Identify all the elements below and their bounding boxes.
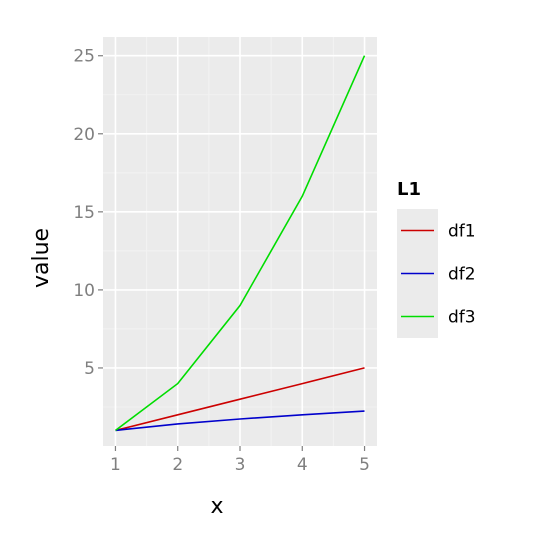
legend-title: L1 — [397, 179, 421, 200]
legend-label-df3: df3 — [448, 308, 476, 328]
y-axis-title: value — [29, 228, 54, 288]
series-line-df1 — [115, 367, 365, 432]
series-line-df2 — [115, 410, 365, 432]
y-tick-label: 5 — [84, 359, 95, 379]
y-tick-label: 15 — [73, 203, 95, 223]
y-tick-label: 25 — [73, 47, 95, 67]
legend: L1 df1 df2 df3 — [397, 179, 476, 338]
x-tick-label: 5 — [359, 455, 370, 475]
x-tick-label: 2 — [172, 455, 183, 475]
x-tick-label: 4 — [297, 455, 308, 475]
series-lines — [115, 55, 366, 432]
legend-label-df2: df2 — [448, 265, 476, 285]
y-tick-label: 20 — [73, 125, 95, 145]
x-axis-title: x — [210, 494, 223, 519]
axes: 1 2 3 4 5 5 10 15 20 25 — [73, 47, 370, 475]
x-tick-label: 1 — [110, 455, 121, 475]
series-line-df3 — [115, 55, 366, 432]
y-tick-label: 10 — [73, 281, 95, 301]
x-tick-label: 3 — [235, 455, 246, 475]
plot-panel — [103, 37, 377, 446]
legend-label-df1: df1 — [448, 222, 476, 242]
